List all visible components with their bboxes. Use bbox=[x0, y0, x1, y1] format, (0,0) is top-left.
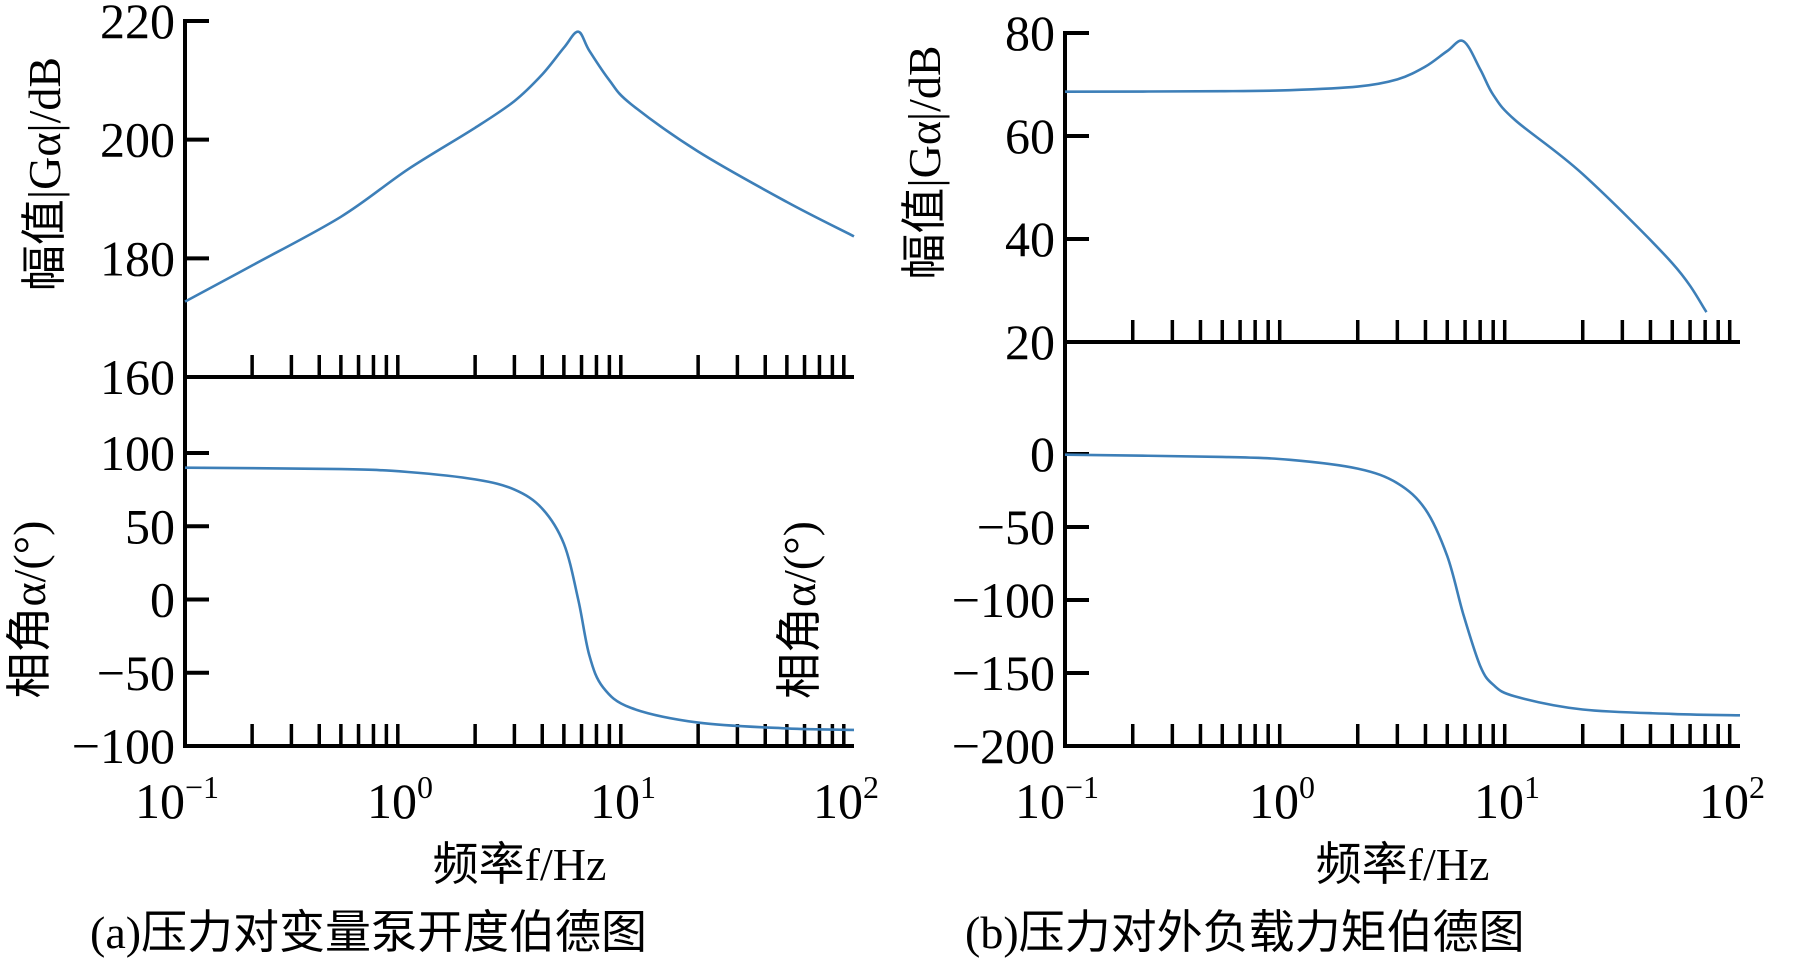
x-axis-label: 频率f/Hz bbox=[433, 839, 607, 890]
phase-y-tick-label: −100 bbox=[952, 572, 1055, 628]
x-tick-exponent: 1 bbox=[1524, 769, 1540, 805]
x-tick-exponent: 1 bbox=[640, 769, 656, 805]
magnitude-curve bbox=[1064, 39, 1708, 313]
magnitude-y-tick-label: 200 bbox=[100, 112, 175, 168]
x-tick-label: 101 bbox=[1474, 769, 1540, 829]
figure-caption: (a)压力对变量泵开度伯德图 bbox=[90, 907, 647, 958]
x-tick-base: 10 bbox=[1699, 773, 1749, 829]
magnitude-y-tick-label: 40 bbox=[1005, 211, 1055, 267]
x-axis-label: 频率f/Hz bbox=[1316, 839, 1490, 890]
x-tick-base: 10 bbox=[813, 773, 863, 829]
magnitude-y-tick-label: 60 bbox=[1005, 108, 1055, 164]
figure-caption: (b)压力对外负载力矩伯德图 bbox=[965, 907, 1525, 958]
x-tick-exponent: −1 bbox=[1065, 769, 1099, 805]
phase-y-tick-label: −50 bbox=[97, 645, 175, 701]
magnitude-y-tick-label: 220 bbox=[100, 0, 175, 49]
phase-y-tick-label: −100 bbox=[72, 718, 175, 774]
x-tick-base: 10 bbox=[1015, 773, 1065, 829]
x-tick-label: 102 bbox=[813, 769, 879, 829]
x-tick-label: 102 bbox=[1699, 769, 1765, 829]
phase-y-tick-label: 0 bbox=[1030, 426, 1055, 482]
phase-y-tick-label: 100 bbox=[100, 425, 175, 481]
x-tick-label: 100 bbox=[1249, 769, 1315, 829]
phase-y-tick-label: 0 bbox=[150, 572, 175, 628]
phase-y-axis-label: 相角α/(°) bbox=[774, 521, 825, 699]
x-tick-base: 10 bbox=[1474, 773, 1524, 829]
x-tick-base: 10 bbox=[135, 773, 185, 829]
magnitude-curve bbox=[184, 30, 855, 303]
magnitude-y-tick-label: 80 bbox=[1005, 5, 1055, 61]
phase-y-tick-label: −50 bbox=[977, 499, 1055, 555]
phase-curve bbox=[1064, 453, 1741, 717]
x-tick-base: 10 bbox=[590, 773, 640, 829]
magnitude-y-tick-label: 20 bbox=[1005, 314, 1055, 370]
magnitude-y-tick-label: 180 bbox=[100, 230, 175, 286]
phase-y-axis-label: 相角α/(°) bbox=[4, 521, 55, 699]
x-tick-exponent: 2 bbox=[863, 769, 879, 805]
x-tick-exponent: −1 bbox=[185, 769, 219, 805]
magnitude-y-tick-label: 160 bbox=[100, 349, 175, 405]
phase-y-tick-label: 50 bbox=[125, 498, 175, 554]
magnitude-y-axis-label: 幅值|Gα|/dB bbox=[19, 57, 70, 291]
x-tick-exponent: 0 bbox=[1299, 769, 1315, 805]
x-tick-exponent: 0 bbox=[417, 769, 433, 805]
phase-y-tick-label: −200 bbox=[952, 718, 1055, 774]
x-tick-label: 101 bbox=[590, 769, 656, 829]
x-tick-label: 100 bbox=[367, 769, 433, 829]
x-tick-base: 10 bbox=[1249, 773, 1299, 829]
x-tick-exponent: 2 bbox=[1749, 769, 1765, 805]
magnitude-y-axis-label: 幅值|Gα|/dB bbox=[899, 45, 950, 279]
phase-y-tick-label: −150 bbox=[952, 645, 1055, 701]
x-tick-label: 10−1 bbox=[135, 769, 219, 829]
x-tick-label: 10−1 bbox=[1015, 769, 1099, 829]
phase-curve bbox=[184, 466, 855, 732]
x-tick-base: 10 bbox=[367, 773, 417, 829]
